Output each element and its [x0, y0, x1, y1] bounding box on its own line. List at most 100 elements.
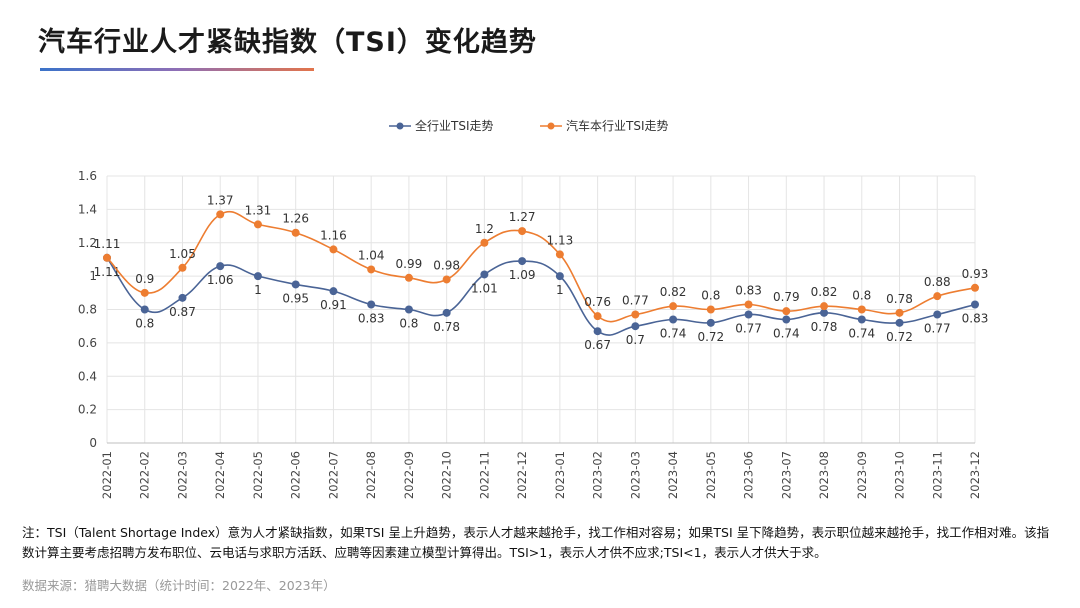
data-label-auto-industry: 1.16: [320, 228, 347, 242]
x-tick-label: 2022-08: [364, 451, 378, 499]
y-tick-label: 1.4: [78, 202, 97, 216]
data-point-auto-industry: [253, 220, 262, 229]
x-tick-label: 2022-02: [138, 451, 152, 499]
data-point-auto-industry: [744, 300, 753, 309]
data-label-all-industry: 0.74: [773, 327, 800, 341]
data-point-auto-industry: [895, 308, 904, 317]
data-label-all-industry: 0.77: [735, 322, 762, 336]
data-point-all-industry: [216, 262, 225, 271]
data-point-all-industry: [820, 308, 829, 317]
y-tick-label: 0: [89, 436, 97, 450]
data-label-auto-industry: 0.82: [811, 285, 838, 299]
y-tick-label: 1.2: [78, 236, 97, 250]
data-label-all-industry: 0.95: [282, 291, 309, 305]
data-label-all-industry: 0.77: [924, 322, 951, 336]
data-label-all-industry: 0.67: [584, 338, 611, 352]
y-tick-label: 1: [89, 269, 97, 283]
data-label-all-industry: 1.09: [509, 268, 536, 282]
page-title: 汽车行业人才紧缺指数（TSI）变化趋势: [38, 27, 537, 58]
data-label-auto-industry: 0.8: [852, 289, 871, 303]
data-point-auto-industry: [593, 312, 602, 321]
data-point-all-industry: [442, 308, 451, 317]
x-tick-label: 2023-07: [779, 451, 793, 499]
data-point-all-industry: [744, 310, 753, 319]
data-label-auto-industry: 0.76: [584, 295, 611, 309]
data-point-all-industry: [404, 305, 413, 314]
data-label-all-industry: 1.06: [207, 273, 234, 287]
data-point-auto-industry: [329, 245, 338, 254]
x-tick-label: 2023-01: [553, 451, 567, 499]
x-tick-label: 2023-08: [817, 451, 831, 499]
data-point-all-industry: [555, 272, 564, 281]
data-label-auto-industry: 0.8: [701, 289, 720, 303]
data-label-auto-industry: 0.88: [924, 275, 951, 289]
data-label-all-industry: 0.78: [811, 320, 838, 334]
data-point-auto-industry: [971, 283, 979, 292]
data-point-all-industry: [857, 315, 866, 324]
data-point-all-industry: [895, 318, 904, 327]
data-point-auto-industry: [442, 275, 451, 284]
data-point-auto-industry: [103, 253, 111, 262]
data-label-all-industry: 0.74: [660, 327, 687, 341]
data-point-auto-industry: [404, 273, 413, 282]
data-point-all-industry: [329, 287, 338, 296]
data-label-auto-industry: 0.82: [660, 285, 687, 299]
data-label-auto-industry: 1.05: [169, 247, 196, 261]
x-tick-label: 2023-10: [893, 451, 907, 499]
data-label-auto-industry: 0.83: [735, 283, 762, 297]
data-point-auto-industry: [216, 210, 225, 219]
x-tick-label: 2022-12: [515, 451, 529, 499]
data-point-all-industry: [480, 270, 489, 279]
x-tick-label: 2022-09: [402, 451, 416, 499]
data-point-all-industry: [593, 327, 602, 336]
y-tick-label: 0.2: [78, 403, 97, 417]
x-tick-label: 2022-07: [326, 451, 340, 499]
data-label-auto-industry: 1.04: [358, 248, 385, 262]
data-label-all-industry: 1: [254, 283, 262, 297]
data-label-auto-industry: 0.79: [773, 290, 800, 304]
x-tick-label: 2023-06: [742, 451, 756, 499]
y-tick-label: 0.4: [78, 369, 97, 383]
x-tick-label: 2023-11: [930, 451, 944, 499]
data-label-all-industry: 1.11: [94, 265, 121, 279]
data-point-all-industry: [518, 257, 527, 266]
data-label-auto-industry: 0.98: [433, 258, 460, 272]
data-label-all-industry: 0.83: [962, 311, 989, 325]
data-label-auto-industry: 1.37: [207, 193, 234, 207]
data-label-auto-industry: 1.11: [94, 237, 121, 251]
data-label-all-industry: 0.8: [399, 317, 418, 331]
data-point-auto-industry: [480, 238, 489, 247]
data-point-auto-industry: [820, 302, 829, 311]
data-label-auto-industry: 0.77: [622, 294, 649, 308]
data-point-all-industry: [253, 272, 262, 281]
data-label-auto-industry: 1.2: [475, 222, 494, 236]
x-tick-label: 2023-12: [968, 451, 982, 499]
data-point-all-industry: [367, 300, 376, 309]
data-label-all-industry: 1: [556, 283, 564, 297]
data-point-auto-industry: [178, 263, 187, 272]
tsi-line-chart: 0 0.2 0.4 0.6 0.8 1 1.2 1.4 1.6 2022-01 2022-02 202…: [78, 118, 989, 499]
data-point-all-industry: [933, 310, 942, 319]
data-point-auto-industry: [140, 288, 149, 297]
data-label-all-industry: 0.7: [626, 333, 645, 347]
data-point-all-industry: [971, 300, 979, 309]
y-tick-label: 1.6: [78, 169, 97, 183]
x-tick-label: 2022-03: [175, 451, 189, 499]
data-point-auto-industry: [857, 305, 866, 314]
data-point-all-industry: [706, 318, 715, 327]
data-point-all-industry: [669, 315, 678, 324]
data-label-all-industry: 0.87: [169, 305, 196, 319]
data-label-auto-industry: 1.26: [282, 212, 309, 226]
data-label-all-industry: 0.72: [886, 330, 913, 344]
data-source: 数据来源：猎聘大数据（统计时间：2022年、2023年）: [22, 578, 336, 593]
x-tick-label: 2022-04: [213, 451, 227, 499]
data-point-auto-industry: [555, 250, 564, 259]
x-tick-label: 2023-02: [591, 451, 605, 499]
data-point-auto-industry: [518, 227, 527, 236]
series-line-all-industry: [106, 257, 976, 336]
legend-label-auto-industry: 汽车本行业TSI走势: [566, 118, 669, 133]
data-point-auto-industry: [706, 305, 715, 314]
data-label-all-industry: 0.72: [697, 330, 724, 344]
x-tick-label: 2023-04: [666, 451, 680, 499]
x-tick-label: 2023-03: [628, 451, 642, 499]
